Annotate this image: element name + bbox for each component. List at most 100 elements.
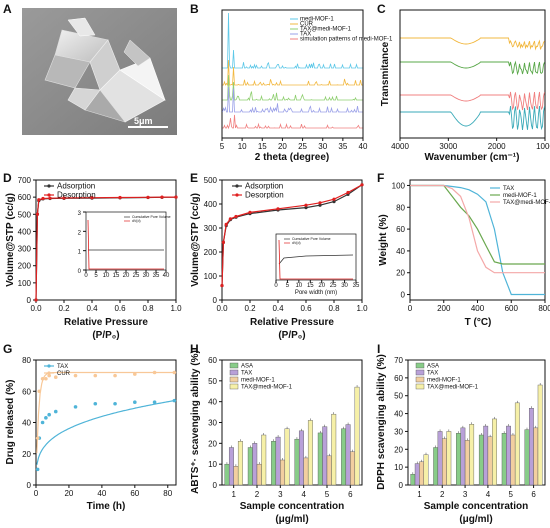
- x-tick-label: 3000: [439, 142, 457, 151]
- x-tick-label: 10: [238, 142, 247, 151]
- bar: [433, 447, 439, 486]
- x-tick-label: 5: [220, 142, 225, 151]
- panel-b-axes: [221, 9, 364, 139]
- data-point: [152, 400, 157, 404]
- xrd-trace: [222, 12, 363, 70]
- panel-h-label: H: [190, 342, 199, 356]
- panel-i-axes: [407, 359, 546, 486]
- panel-h-xlabel: Sample concentration: [240, 501, 344, 512]
- y-tick-label: 0: [78, 269, 82, 275]
- y-tick-label: 700: [18, 176, 32, 185]
- panel-h-ticks: 0 10 20 30 40 50 60 1 2 3 4 5 6: [208, 356, 353, 499]
- series-line: [221, 184, 363, 286]
- panel-b-label: B: [190, 2, 199, 16]
- bar: [228, 447, 234, 486]
- x-tick-label: 30: [143, 273, 150, 279]
- data-point: [93, 401, 98, 406]
- data-point: [174, 195, 178, 199]
- legend-entry: TAX@medi-MOF-1: [427, 385, 479, 391]
- data-point: [37, 198, 41, 202]
- legend-entry: TAX: [57, 364, 68, 370]
- y-tick-label: 10: [394, 463, 403, 472]
- xrd-trace: [222, 59, 363, 87]
- bar: [437, 431, 443, 486]
- inset-axes: [275, 233, 357, 281]
- bar: [233, 466, 239, 486]
- x-tick-label: 0: [84, 273, 88, 279]
- x-tick-label: 30: [341, 283, 348, 289]
- inset-curve: [278, 239, 353, 280]
- legend-entry: medi-MOF-1: [241, 378, 275, 384]
- legend-entry: CUR: [300, 22, 314, 28]
- fit-curve: [36, 371, 174, 454]
- panel-e-axes: [221, 179, 363, 301]
- data-point: [35, 212, 40, 216]
- bar: [284, 428, 290, 486]
- data-point: [318, 201, 322, 205]
- panel-i-label: I: [377, 342, 380, 356]
- y-tick-label: 200: [204, 248, 218, 257]
- x-tick-label: 25: [298, 142, 307, 151]
- panel-f: F Weight (%) 0 20 40 60 80 100 0 200 400 600 800 T…: [377, 171, 550, 328]
- inset-legend-entry: dV(d): [132, 219, 141, 223]
- x-tick-label: 35: [153, 273, 160, 279]
- y-tick-label: 100: [18, 279, 32, 288]
- x-tick-label: 800: [538, 304, 550, 313]
- data-point: [113, 401, 117, 406]
- panel-b-xticks: 5 10 15 20 25 30 35 40: [220, 138, 368, 151]
- y-tick-label: 20: [394, 445, 403, 454]
- x-tick-label: 10: [296, 283, 303, 289]
- xrd-trace: [222, 86, 363, 114]
- x-tick-label: 400: [471, 304, 485, 313]
- panel-h-ylabel-group: ABTS⁺· scavenging ability (%): [190, 350, 201, 494]
- data-point: [360, 183, 364, 187]
- data-point: [172, 370, 177, 375]
- data-point: [53, 409, 58, 414]
- panel-f-ticks: 0 20 40 60 80 100 0 200 400 600 800: [392, 181, 550, 313]
- y-tick-label: 30: [208, 419, 217, 428]
- bar: [464, 440, 470, 486]
- bar: [275, 436, 281, 486]
- bar: [514, 402, 520, 486]
- panel-g-axes: [35, 359, 177, 486]
- data-point: [48, 196, 52, 200]
- bar: [298, 430, 304, 486]
- x-tick-label: 15: [307, 283, 314, 289]
- bar: [307, 420, 313, 486]
- bar: [303, 457, 309, 486]
- x-tick-label: 35: [338, 142, 347, 151]
- panel-f-xlabel: T (°C): [465, 317, 492, 328]
- data-point: [73, 405, 78, 409]
- bar: [280, 459, 286, 486]
- bar: [478, 434, 484, 486]
- y-tick-label: 0: [27, 296, 32, 305]
- panel-i-ylabel-group: DPPH scavenging ability (%): [376, 354, 387, 490]
- legend-swatch: [229, 362, 239, 369]
- panel-g: G Drug released (%) 0 20 40 60 80 0 20 40 60 80 T…: [3, 342, 177, 512]
- bar: [533, 427, 539, 486]
- data-point: [160, 195, 164, 199]
- legend-entry: medi-MOF-1: [427, 378, 461, 384]
- legend-entry: Desorption: [57, 191, 96, 200]
- x-tick-label: 2000: [488, 142, 506, 151]
- category-label: 2: [255, 490, 260, 499]
- y-tick-label: 400: [204, 200, 218, 209]
- legend-entry: ASA: [427, 364, 439, 370]
- panel-d-xlabel: Relative Pressure: [64, 317, 148, 328]
- x-tick-label: 0.4: [272, 304, 284, 313]
- data-point: [304, 203, 308, 207]
- panel-i-xlabel-2: (μg/ml): [459, 514, 492, 525]
- y-tick-label: 100: [204, 272, 218, 281]
- y-tick-label: 500: [204, 176, 218, 185]
- panel-c-label: C: [377, 2, 386, 16]
- panel-e-xlabel: Relative Pressure: [250, 317, 334, 328]
- x-tick-label: 20: [123, 273, 130, 279]
- data-point: [53, 375, 58, 379]
- bar: [528, 408, 534, 486]
- bar: [487, 436, 493, 486]
- legend-marker: [47, 364, 51, 368]
- x-tick-label: 0.6: [300, 304, 312, 313]
